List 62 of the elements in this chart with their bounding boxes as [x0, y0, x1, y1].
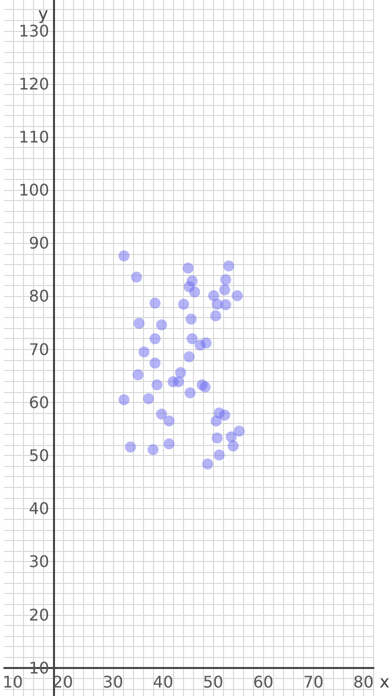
point [186, 333, 198, 344]
x-tick-label: 80 [353, 672, 374, 692]
point [208, 290, 220, 302]
y-tick-label: 100 [18, 180, 50, 200]
y-tick-label: 50 [28, 446, 50, 466]
point [168, 376, 179, 388]
point [148, 444, 159, 456]
point [150, 298, 161, 309]
point [186, 314, 197, 325]
point [182, 262, 194, 274]
point [131, 272, 142, 283]
x-axis-title: x [380, 672, 390, 692]
point [223, 260, 234, 272]
point [219, 284, 230, 296]
point [234, 426, 245, 437]
x-tick-label: 70 [303, 672, 324, 692]
point [200, 337, 212, 348]
point [214, 449, 225, 460]
point [178, 298, 190, 310]
y-tick-label: 30 [28, 552, 50, 572]
point [164, 416, 175, 426]
point [232, 290, 243, 302]
point [150, 333, 161, 344]
point [152, 379, 163, 390]
point [118, 250, 130, 262]
point [210, 416, 222, 426]
point [184, 387, 196, 398]
x-tick-label: 50 [202, 672, 224, 692]
x-tick-label: 30 [102, 672, 124, 692]
y-tick-label: 60 [28, 392, 50, 412]
point [164, 438, 175, 450]
y-tick-label: 70 [28, 340, 50, 359]
x-tick-label: 10 [2, 672, 23, 692]
point [220, 274, 232, 286]
point [189, 286, 200, 298]
point [184, 351, 195, 362]
point [118, 394, 130, 406]
y-axis-title: y [38, 4, 48, 24]
point [132, 369, 144, 380]
point [150, 358, 161, 369]
y-tick-label: 90 [28, 234, 50, 253]
point [219, 410, 230, 421]
x-tick-label: 40 [152, 672, 174, 692]
point [200, 382, 211, 393]
point [220, 299, 232, 310]
y-tick-label: 110 [18, 127, 50, 146]
y-tick-label: 120 [18, 74, 50, 94]
point [143, 393, 154, 404]
y-tick-label: 80 [28, 286, 50, 306]
y-tick-label: 40 [28, 499, 50, 518]
point [138, 346, 150, 358]
y-tick-label: 20 [28, 605, 50, 624]
point [156, 408, 168, 420]
point [212, 432, 223, 444]
point [202, 458, 214, 470]
point [175, 367, 186, 378]
point [134, 318, 145, 329]
point [210, 310, 222, 322]
point [228, 440, 239, 452]
x-tick-label: 60 [253, 672, 274, 692]
point [156, 319, 168, 330]
point [125, 442, 136, 453]
